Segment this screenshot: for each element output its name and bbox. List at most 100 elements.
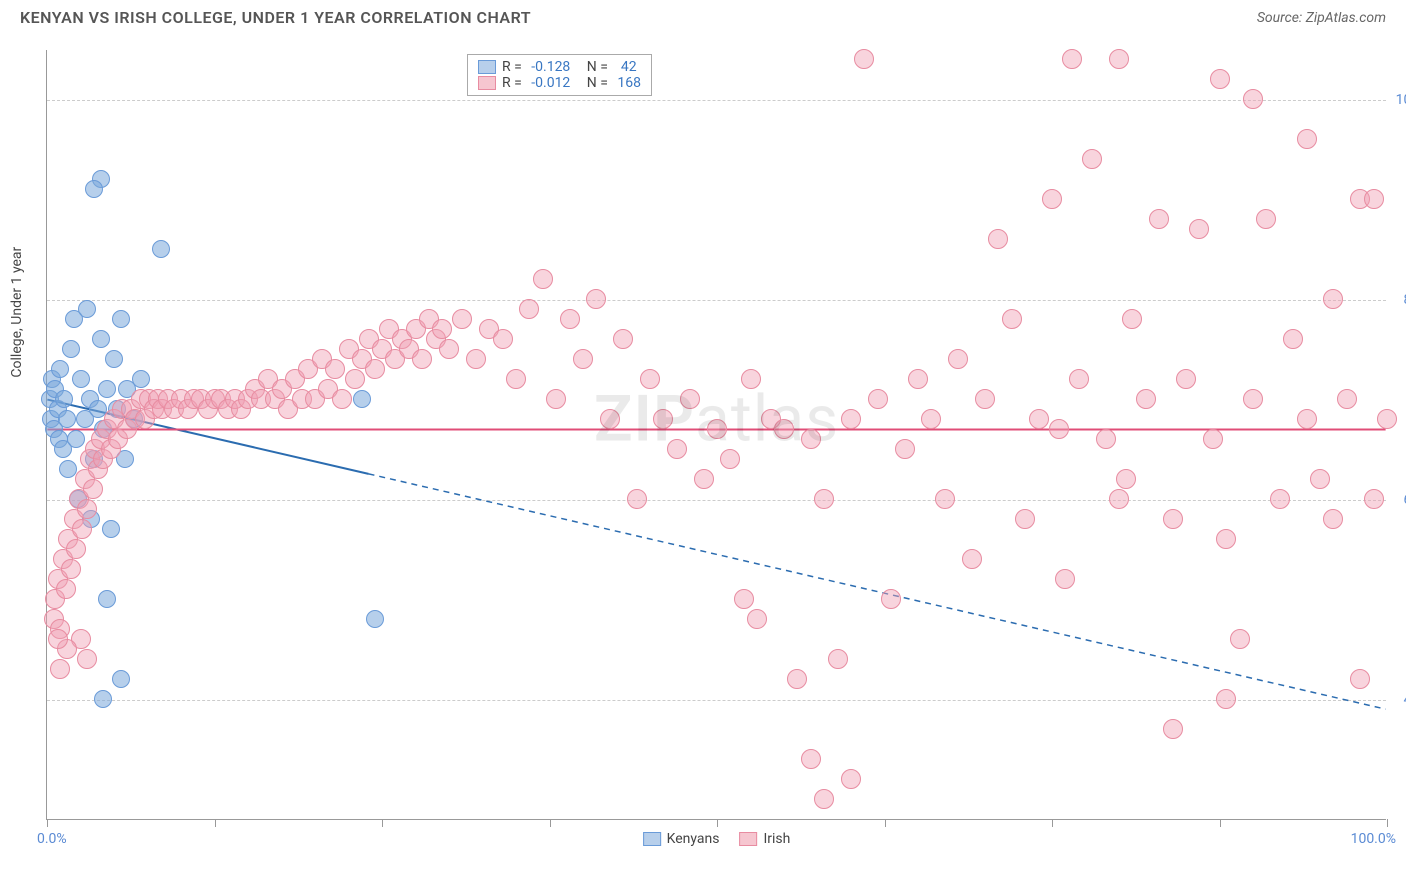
- data-point: [1069, 369, 1089, 389]
- data-point: [1122, 309, 1142, 329]
- data-point: [345, 369, 365, 389]
- data-point: [519, 299, 539, 319]
- data-point: [152, 240, 170, 258]
- n-value: 168: [617, 75, 641, 91]
- data-point: [747, 609, 767, 629]
- data-point: [132, 370, 150, 388]
- data-point: [841, 769, 861, 789]
- data-point: [640, 369, 660, 389]
- data-point: [814, 489, 834, 509]
- chart-title: KENYAN VS IRISH COLLEGE, UNDER 1 YEAR CO…: [20, 8, 531, 27]
- data-point: [680, 389, 700, 409]
- data-point: [94, 690, 112, 708]
- data-point: [1163, 509, 1183, 529]
- scatter-chart: College, Under 1 year 40.0%60.0%80.0%100…: [46, 50, 1386, 820]
- data-point: [365, 359, 385, 379]
- data-point: [881, 589, 901, 609]
- data-point: [432, 319, 452, 339]
- r-value: -0.128: [531, 59, 570, 75]
- data-point: [868, 389, 888, 409]
- data-point: [1297, 409, 1317, 429]
- legend-swatch: [478, 60, 496, 74]
- data-point: [466, 349, 486, 369]
- n-label: N =: [576, 59, 611, 75]
- data-point: [1243, 389, 1263, 409]
- data-point: [653, 409, 673, 429]
- data-point: [1364, 489, 1384, 509]
- r-value: -0.012: [531, 75, 570, 91]
- data-point: [1082, 149, 1102, 169]
- data-point: [105, 350, 123, 368]
- data-point: [1163, 719, 1183, 739]
- data-point: [560, 309, 580, 329]
- data-point: [1116, 469, 1136, 489]
- legend-row: R = -0.128 N = 42: [478, 59, 641, 75]
- data-point: [935, 489, 955, 509]
- data-point: [92, 330, 110, 348]
- data-point: [801, 749, 821, 769]
- x-tick: [1387, 819, 1388, 827]
- data-point: [1002, 309, 1022, 329]
- data-point: [1062, 49, 1082, 69]
- data-point: [67, 430, 85, 448]
- x-tick: [550, 819, 551, 827]
- data-point: [1283, 329, 1303, 349]
- data-point: [1015, 509, 1035, 529]
- data-point: [533, 269, 553, 289]
- data-point: [1364, 189, 1384, 209]
- data-point: [1297, 129, 1317, 149]
- data-point: [62, 340, 80, 358]
- data-point: [112, 670, 130, 688]
- data-point: [1337, 389, 1357, 409]
- gridline: [47, 700, 1386, 701]
- x-axis-label-max: 100.0%: [1351, 831, 1396, 847]
- data-point: [600, 409, 620, 429]
- gridline: [47, 500, 1386, 501]
- data-point: [493, 329, 513, 349]
- data-point: [353, 390, 371, 408]
- data-point: [1149, 209, 1169, 229]
- gridline: [47, 100, 1386, 101]
- data-point: [988, 229, 1008, 249]
- data-point: [1216, 529, 1236, 549]
- correlation-legend: R = -0.128 N = 42R = -0.012 N = 168: [467, 54, 652, 96]
- data-point: [506, 369, 526, 389]
- data-point: [627, 489, 647, 509]
- data-point: [98, 380, 116, 398]
- data-point: [1216, 689, 1236, 709]
- data-point: [814, 789, 834, 809]
- x-tick: [717, 819, 718, 827]
- data-point: [77, 499, 97, 519]
- data-point: [1109, 489, 1129, 509]
- data-point: [1230, 629, 1250, 649]
- legend-swatch: [643, 832, 661, 846]
- r-label: R =: [502, 59, 525, 75]
- n-value: 42: [617, 59, 636, 75]
- data-point: [412, 349, 432, 369]
- data-point: [854, 49, 874, 69]
- data-point: [962, 549, 982, 569]
- data-point: [586, 289, 606, 309]
- legend-swatch: [739, 832, 757, 846]
- legend-swatch: [478, 76, 496, 90]
- data-point: [787, 669, 807, 689]
- data-point: [741, 369, 761, 389]
- data-point: [667, 439, 687, 459]
- gridline: [47, 300, 1386, 301]
- data-point: [439, 339, 459, 359]
- data-point: [50, 659, 70, 679]
- data-point: [841, 409, 861, 429]
- data-point: [51, 360, 69, 378]
- data-point: [66, 539, 86, 559]
- x-tick: [885, 819, 886, 827]
- data-point: [58, 410, 76, 428]
- data-point: [801, 429, 821, 449]
- data-point: [1210, 69, 1230, 89]
- data-point: [112, 310, 130, 328]
- y-axis-title: College, Under 1 year: [9, 246, 25, 377]
- y-axis-label: 100.0%: [1396, 92, 1406, 108]
- data-point: [48, 629, 68, 649]
- data-point: [1350, 669, 1370, 689]
- x-tick: [47, 819, 48, 827]
- data-point: [1203, 429, 1223, 449]
